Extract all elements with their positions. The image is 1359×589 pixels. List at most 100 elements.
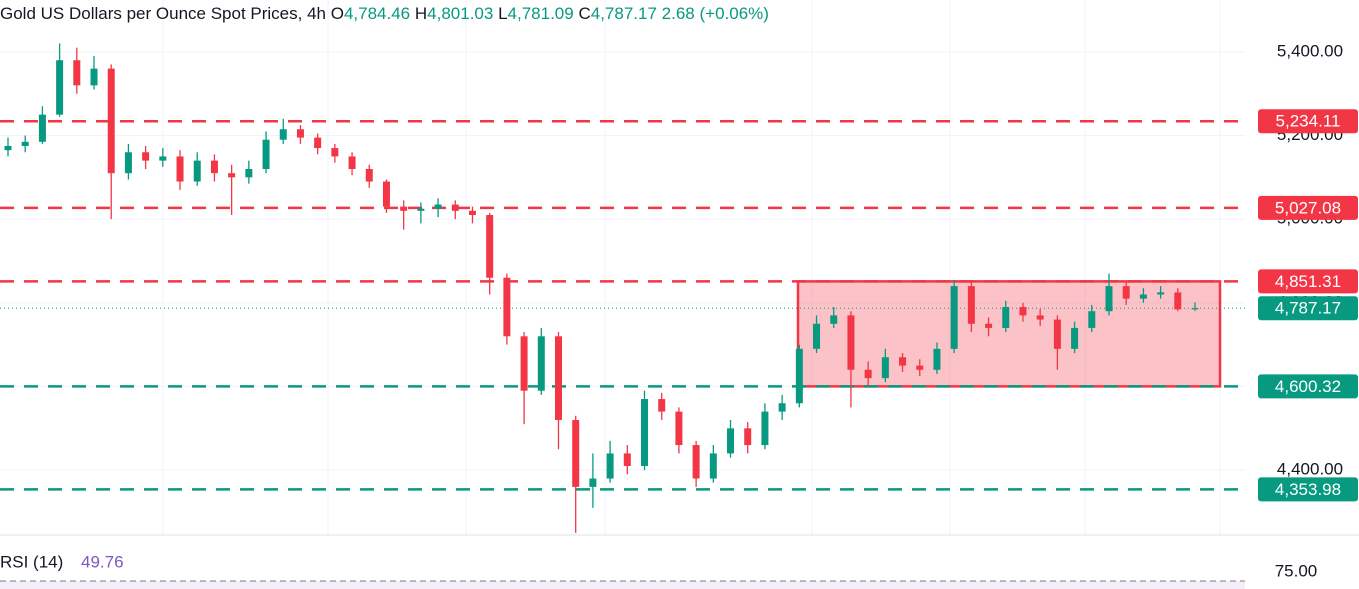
candle-body [1174,292,1182,310]
price-label-box [1258,269,1358,294]
candle-body [589,478,597,487]
candle-body [1071,327,1079,349]
candle-body [830,315,838,324]
grid [162,0,1221,589]
candle-body [486,215,494,278]
candle-body [761,411,769,446]
candle-body [1036,315,1044,320]
candle-body [56,60,64,115]
ohlc-value: 4,801.03 [427,4,493,23]
rsi-tick-label: 75.00 [1275,561,1318,580]
candle-body [124,152,132,174]
candle-body [365,168,373,182]
rsi-band [0,581,1245,589]
candle-body [727,428,735,454]
candle-body [314,137,322,149]
candle-body [950,286,958,349]
candle-body [985,323,993,328]
range-box [796,280,1222,388]
price-label-box [1258,109,1358,134]
candle-body [899,357,907,366]
candle-body [468,210,476,216]
price-label-box [1258,477,1358,502]
ohlc-value: 4,781.09 [508,4,574,23]
price-label: 5,234.11 [1276,112,1341,131]
price-label-box [1258,195,1358,220]
candle-body [193,160,201,182]
price-label: 4,600.32 [1275,377,1341,396]
price-label: 5,027.08 [1275,198,1341,217]
candle-body [1105,286,1113,312]
candle-body [641,399,649,466]
candle-body [881,357,889,379]
candle-body [503,277,511,337]
candle-body [864,369,872,379]
ohlc-key: O [331,4,344,23]
rsi-title: RSI (14) [0,552,63,571]
candle-body [21,141,29,146]
candle-body [967,286,975,324]
candle-body [692,445,700,479]
rsi-value: 49.76 [81,552,124,571]
candle-body [744,428,752,446]
candle-body [107,68,115,174]
y-tick-label: 4,400.00 [1277,460,1343,479]
candle-body [159,156,167,161]
candle-body [537,336,545,391]
candle-body [38,114,46,142]
candle-body [1088,311,1096,328]
candle-body [331,148,339,157]
candle-body [520,336,528,391]
candle-body [279,129,287,140]
chart-header: Gold US Dollars per Ounce Spot Prices, 4… [0,4,769,23]
candle-body [1019,307,1027,316]
candle-body [916,365,924,370]
candle-body [90,68,98,86]
candle-body [451,204,459,211]
candle-body [778,403,786,412]
candle-body [142,152,150,161]
candle-body [245,168,253,178]
price-label-box [1258,374,1358,399]
ohlc-key: C [578,4,590,23]
rsi-pane [0,536,1245,589]
candle-body [1053,319,1061,349]
candle-body [262,139,270,169]
candle-body [554,336,562,420]
candle-body [348,156,356,169]
price-label: 4,787.17 [1275,299,1341,318]
header-change: 2.68 (+0.06%) [662,4,769,23]
candle-body [210,160,218,174]
price-label-box [1258,296,1358,321]
header-title: Gold US Dollars per Ounce Spot Prices, 4… [0,4,326,23]
candle-body [813,323,821,349]
candle-body [675,411,683,446]
ohlc-value: 4,784.46 [344,4,410,23]
candle-body [400,206,408,211]
candle-body [1002,307,1010,328]
candle-body [434,204,442,209]
candle-body [847,315,855,370]
candle-body [1157,292,1165,295]
candle-body [795,348,803,404]
candle-body [572,419,580,487]
candle-body [73,60,81,86]
candle-body [709,453,717,479]
candle-body [4,145,12,151]
price-label: 4,353.98 [1275,480,1341,499]
candle-body [606,453,614,479]
ohlc-key: L [498,4,507,23]
price-axis [1246,0,1359,535]
ohlc-key: H [415,4,427,23]
candle-body [658,399,666,412]
price-label: 4,851.31 [1275,272,1341,291]
candle-body [417,208,425,211]
candle-body [296,129,304,138]
candle-body [1191,308,1199,310]
candle-body [623,453,631,466]
candle-body [933,348,941,370]
candle-body [228,173,236,178]
candle-body [176,156,184,182]
